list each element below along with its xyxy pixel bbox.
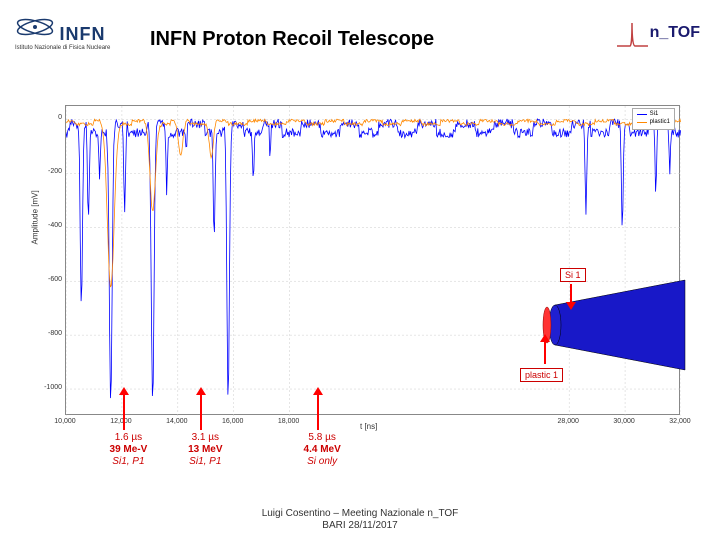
x-tick: 28,000 [557, 418, 578, 425]
slide-header: INFN Istituto Nazionale di Fisica Nuclea… [0, 10, 720, 60]
detector-label-plastic1: plastic 1 [520, 368, 563, 382]
x-tick: 16,000 [222, 418, 243, 425]
x-tick: 30,000 [613, 418, 634, 425]
slide-footer: Luigi Cosentino – Meeting Nazionale n_TO… [0, 508, 720, 532]
y-axis-label: Amplitude [mV] [31, 190, 40, 244]
slide-title: INFN Proton Recoil Telescope [150, 28, 434, 51]
peak-label: 3.1 µs13 MeVSi1, P1 [175, 432, 235, 468]
arrow-plastic1 [544, 342, 546, 364]
arrow-si1 [570, 284, 572, 302]
y-tick: 0 [32, 114, 62, 121]
peak-label: 1.6 µs39 Me-VSi1, P1 [98, 432, 158, 468]
peak-label: 5.8 µs4.4 MeVSi only [292, 432, 352, 468]
x-tick: 32,000 [669, 418, 690, 425]
footer-line2: BARI 28/11/2017 [0, 520, 720, 532]
x-tick: 12,000 [110, 418, 131, 425]
y-tick: -800 [32, 330, 62, 337]
x-tick: 10,000 [54, 418, 75, 425]
peak-arrow [123, 395, 125, 430]
peak-arrow [200, 395, 202, 430]
detector-3d: Si 1 plastic 1 [520, 270, 690, 380]
ntof-logo: n_TOF [615, 18, 700, 48]
footer-line1: Luigi Cosentino – Meeting Nazionale n_TO… [0, 508, 720, 520]
x-tick: 14,000 [166, 418, 187, 425]
peak-arrow [317, 395, 319, 430]
x-axis-label: t [ns] [360, 422, 377, 431]
y-tick: -600 [32, 276, 62, 283]
chart-legend: Si1plastic1 [632, 108, 675, 130]
y-tick: -1000 [32, 384, 62, 391]
x-tick: 18,000 [278, 418, 299, 425]
infn-subtitle: Istituto Nazionale di Fisica Nucleare [15, 45, 110, 51]
infn-logo: INFN Istituto Nazionale di Fisica Nuclea… [15, 15, 110, 51]
infn-label: INFN [59, 24, 105, 44]
y-tick: -200 [32, 168, 62, 175]
detector-label-si1: Si 1 [560, 268, 586, 282]
y-tick: -400 [32, 222, 62, 229]
